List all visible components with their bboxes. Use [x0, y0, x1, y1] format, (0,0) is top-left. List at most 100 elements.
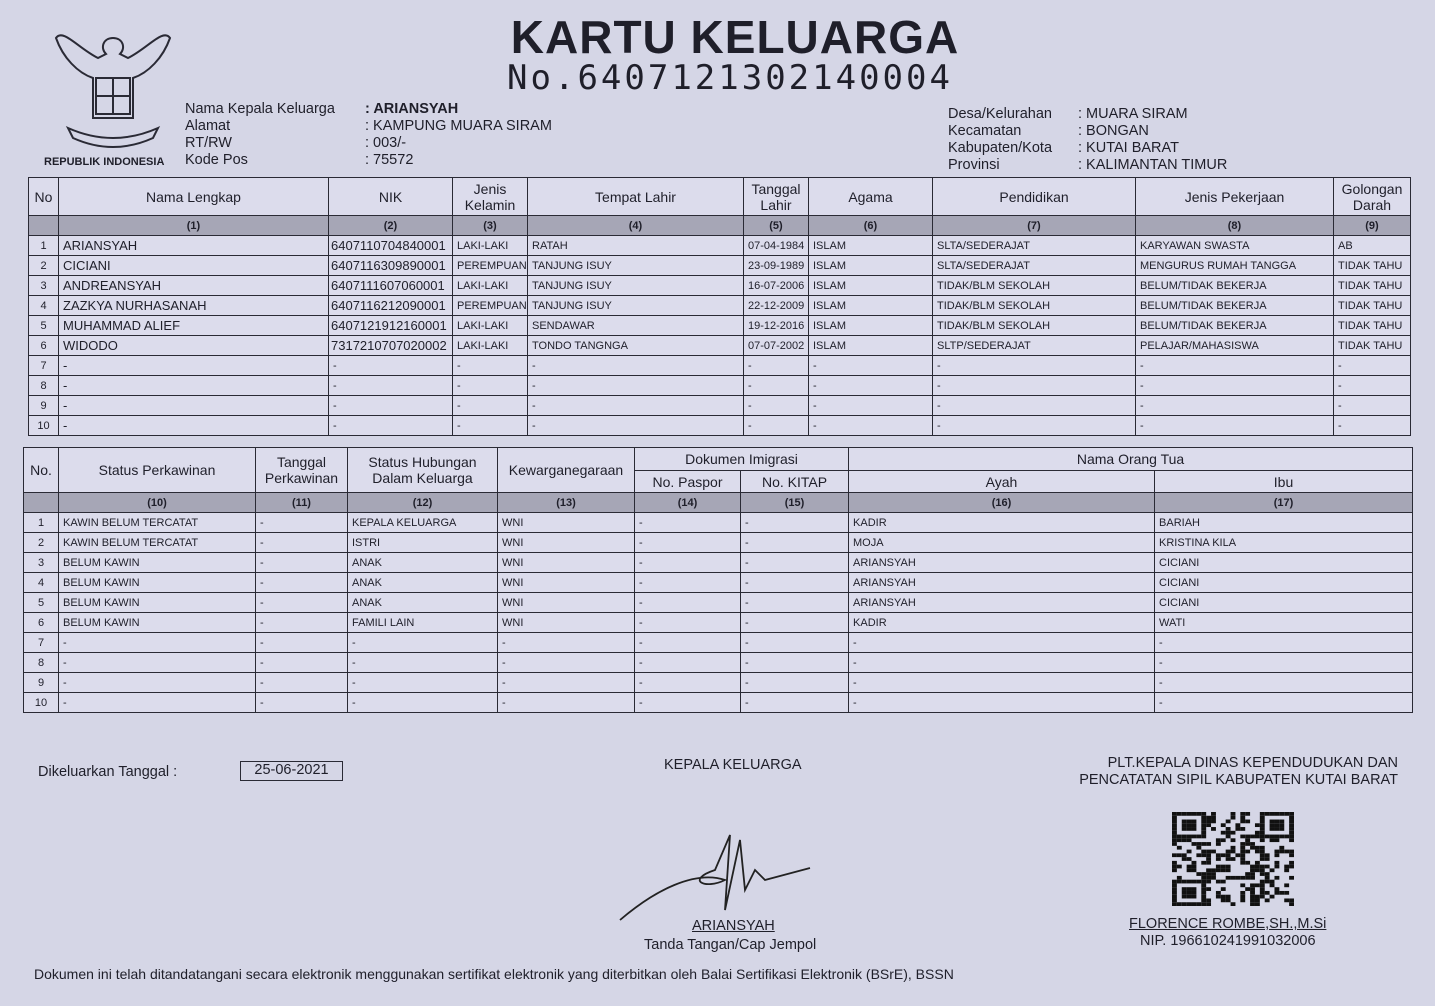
table-cell: -	[527, 395, 744, 416]
header-education: Pendidikan	[932, 177, 1136, 216]
table-cell: -	[328, 355, 453, 376]
table-cell: LAKI-LAKI	[452, 315, 528, 336]
table-cell: ARIANSYAH	[848, 592, 1156, 613]
table-cell: SLTA/SEDERAJAT	[932, 235, 1136, 256]
table-cell: 9	[28, 395, 59, 416]
table-cell: -	[634, 532, 741, 553]
column-number: (3)	[452, 215, 528, 236]
table-cell: -	[255, 692, 348, 713]
header-marriage-date: Tanggal Perkawinan	[255, 447, 348, 493]
column-number: (9)	[1333, 215, 1411, 236]
table-cell: -	[527, 375, 744, 396]
table-cell: -	[58, 395, 329, 416]
table-cell: -	[848, 632, 1156, 653]
table-cell: -	[58, 652, 256, 673]
table-cell: KADIR	[848, 512, 1156, 533]
table-row: 7---------	[28, 355, 1411, 376]
official-title-line1: PLT.KEPALA DINAS KEPENDUDUKAN DAN	[1107, 755, 1398, 771]
table-cell: -	[1154, 692, 1414, 713]
table-cell: -	[255, 592, 348, 613]
table-cell: WNI	[497, 592, 635, 613]
table-cell: TONDO TANGNGA	[527, 335, 744, 356]
column-number: (6)	[808, 215, 933, 236]
table-cell: -	[634, 672, 741, 693]
official-nip: NIP. 196610241991032006	[1140, 933, 1316, 949]
table-cell: -	[347, 692, 498, 713]
left-info: Nama Kepala Keluarga: ARIANSYAH Alamat: …	[185, 101, 552, 168]
table-cell: -	[1135, 375, 1334, 396]
header-birthdate: Tanggal Lahir	[743, 177, 809, 216]
table-cell: 1	[28, 235, 59, 256]
column-number: (14)	[634, 492, 741, 513]
header-father: Ayah	[848, 470, 1156, 493]
table-cell: 6	[23, 612, 59, 633]
table-cell: 07-07-2002	[743, 335, 809, 356]
table-cell: -	[497, 632, 635, 653]
column-number: (1)	[58, 215, 329, 236]
table-cell: 4	[23, 572, 59, 593]
province: : KALIMANTAN TIMUR	[1078, 157, 1228, 173]
column-number: (10)	[58, 492, 256, 513]
table-cell: -	[634, 612, 741, 633]
table-cell: TANJUNG ISUY	[527, 275, 744, 296]
header-no: No	[28, 177, 59, 216]
table-cell: -	[58, 632, 256, 653]
table-cell: SLTA/SEDERAJAT	[932, 255, 1136, 276]
table-cell: -	[452, 375, 528, 396]
table-cell: 9	[23, 672, 59, 693]
table-cell: -	[932, 355, 1136, 376]
table-row: 7--------	[23, 632, 1414, 653]
right-info: Desa/Kelurahan: MUARA SIRAM Kecamatan: B…	[948, 106, 1228, 173]
table-cell: CICIANI	[58, 255, 329, 276]
table-cell: -	[1135, 415, 1334, 436]
table-cell: MUHAMMAD ALIEF	[58, 315, 329, 336]
table-cell: KEPALA KELUARGA	[347, 512, 498, 533]
table-cell: -	[255, 612, 348, 633]
header-gender: Jenis Kelamin	[452, 177, 528, 216]
table-cell: -	[739, 572, 850, 593]
table-cell: -	[932, 415, 1136, 436]
header-relationship: Status Hubungan Dalam Keluarga	[347, 447, 498, 493]
table-cell: PEREMPUAN	[452, 295, 528, 316]
table-cell: -	[848, 652, 1156, 673]
table-cell: -	[634, 652, 741, 673]
column-number	[23, 492, 59, 513]
header-kitap: No. KITAP	[739, 470, 850, 493]
column-number: (11)	[255, 492, 348, 513]
table-cell: ARIANSYAH	[848, 552, 1156, 573]
table-cell: BELUM KAWIN	[58, 592, 256, 613]
table-cell: ANAK	[347, 572, 498, 593]
header-birthplace: Tempat Lahir	[527, 177, 744, 216]
table-cell: WNI	[497, 612, 635, 633]
table-cell: -	[1154, 632, 1414, 653]
table-row: 1 KAWIN BELUM TERCATAT - KEPALA KELUARGA WNI…	[23, 512, 1414, 533]
table-cell: 10	[23, 692, 59, 713]
table-cell: TANJUNG ISUY	[527, 295, 744, 316]
table-cell: -	[347, 672, 498, 693]
table-cell: CICIANI	[1154, 572, 1414, 593]
table-cell: -	[739, 532, 850, 553]
table-row: 6 WIDODO 7317210707020002 LAKI-LAKI TONDO TA…	[28, 335, 1411, 356]
column-number: (16)	[848, 492, 1156, 513]
table-cell: 5	[23, 592, 59, 613]
table-cell: -	[739, 672, 850, 693]
table-cell: ISLAM	[808, 295, 933, 316]
column-number: (17)	[1154, 492, 1414, 513]
header-passport: No. Paspor	[634, 470, 741, 493]
table-cell: -	[1333, 375, 1411, 396]
header-citizenship: Kewarganegaraan	[497, 447, 635, 493]
table-cell: TIDAK/BLM SEKOLAH	[932, 295, 1136, 316]
table-cell: -	[932, 395, 1136, 416]
header-no: No.	[23, 447, 59, 493]
table-cell: -	[527, 355, 744, 376]
table-cell: -	[58, 415, 329, 436]
address: : KAMPUNG MUARA SIRAM	[365, 118, 552, 134]
table-cell: 6407110704840001	[328, 235, 453, 256]
table-cell: WNI	[497, 532, 635, 553]
table-row: 1 ARIANSYAH 6407110704840001 LAKI-LAKI RATAH…	[28, 235, 1411, 256]
table-cell: -	[1135, 355, 1334, 376]
village: : MUARA SIRAM	[1078, 106, 1188, 122]
table-cell: ARIANSYAH	[58, 235, 329, 256]
header-immigration-docs: Dokumen Imigrasi	[633, 447, 850, 471]
table-cell: ISLAM	[808, 235, 933, 256]
